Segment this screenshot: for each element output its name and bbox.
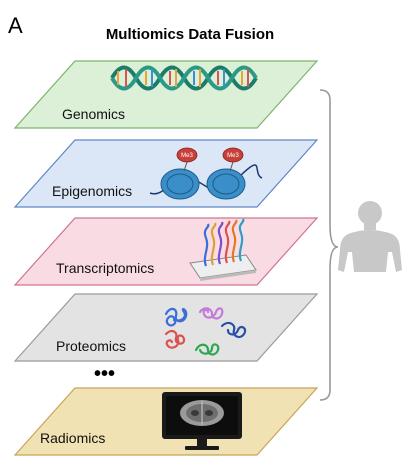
layer-label: Proteomics [56, 338, 126, 354]
brain-scan-monitor-icon [162, 392, 242, 450]
layer-label: Genomics [62, 106, 125, 122]
rna-microarray-icon [189, 218, 257, 281]
nucleosome-methylation-icon: Me3 Me3 [149, 147, 263, 200]
layer-plane [13, 293, 319, 362]
methyl-tag-label: Me3 [227, 153, 239, 159]
layer-label: Epigenomics [52, 183, 132, 199]
panel-letter: A [8, 13, 23, 38]
layer-radiomics: Radiomics [13, 387, 319, 456]
layer-proteomics: Proteomics [13, 293, 319, 362]
layer-epigenomics: Me3 Me3 Epigenomics [13, 139, 319, 208]
diagram-title: Multiomics Data Fusion [106, 26, 274, 43]
human-body-icon [338, 201, 402, 272]
layer-label: Transcriptomics [56, 260, 154, 276]
grouping-brace [319, 89, 339, 401]
methyl-tag-label: Me3 [181, 153, 193, 159]
more-layers-ellipsis: ••• [94, 363, 115, 385]
layer-transcriptomics: Transcriptomics [13, 217, 319, 286]
layer-label: Radiomics [40, 430, 105, 446]
protein-folds-icon [164, 307, 247, 356]
layer-genomics: Genomics [13, 60, 319, 129]
dna-double-helix-icon [110, 65, 258, 91]
